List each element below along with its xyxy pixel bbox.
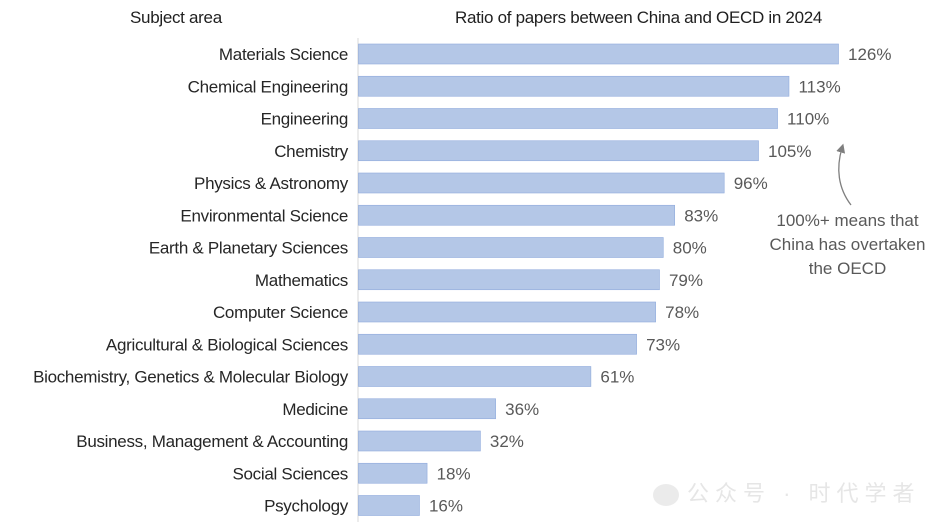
value-label: 110% <box>787 110 829 129</box>
value-label: 18% <box>437 464 471 483</box>
value-label: 113% <box>798 77 840 96</box>
annotation-note: 100%+ means that China has overtaken the… <box>769 211 926 278</box>
value-label: 73% <box>646 335 680 354</box>
bar <box>358 430 481 452</box>
wechat-icon <box>653 484 679 507</box>
category-label: Business, Management & Accounting <box>76 432 348 451</box>
value-label: 105% <box>768 142 811 161</box>
watermark: 公众号 · 时代学者 <box>653 476 921 508</box>
bar <box>358 75 790 97</box>
bar <box>358 333 637 355</box>
value-label: 80% <box>673 239 707 258</box>
value-label: 79% <box>669 271 703 290</box>
category-label: Medicine <box>282 400 348 419</box>
value-label: 36% <box>505 400 539 419</box>
category-label: Biochemistry, Genetics & Molecular Biolo… <box>33 368 349 387</box>
value-label: 16% <box>429 497 463 516</box>
category-label: Social Sciences <box>232 464 348 483</box>
bar <box>358 366 592 387</box>
value-label: 32% <box>490 432 524 451</box>
value-label: 96% <box>734 174 768 193</box>
bar <box>358 172 725 194</box>
watermark-text: 公众号 · 时代学者 <box>687 481 921 506</box>
category-label: Computer Science <box>213 303 348 322</box>
category-label: Physics & Astronomy <box>194 174 349 193</box>
category-label: Agricultural & Biological Sciences <box>106 335 348 354</box>
bar <box>358 140 759 162</box>
category-label: Mathematics <box>255 271 348 290</box>
bar <box>358 495 420 516</box>
category-label: Engineering <box>261 110 348 129</box>
value-label: 61% <box>600 368 634 387</box>
bar <box>358 398 496 420</box>
bar <box>358 301 656 323</box>
bar <box>358 269 660 291</box>
bars-group: Materials Science 126% Chemical Engineerin… <box>33 43 891 516</box>
category-label: Chemistry <box>274 142 349 161</box>
category-label: Environmental Science <box>180 206 348 225</box>
bar <box>358 204 675 226</box>
value-label: 126% <box>848 45 891 64</box>
value-label: 83% <box>684 206 718 225</box>
chart-title: Ratio of papers between China and OECD i… <box>455 8 823 27</box>
bar <box>358 237 664 258</box>
bar <box>358 43 839 65</box>
bar <box>358 462 428 484</box>
category-label: Materials Science <box>219 45 348 64</box>
category-label: Earth & Planetary Sciences <box>149 239 348 258</box>
value-label: 78% <box>665 303 699 322</box>
bar <box>358 108 778 129</box>
category-label: Chemical Engineering <box>188 77 348 96</box>
category-label: Psychology <box>264 497 349 516</box>
annotation-arrow <box>836 143 852 206</box>
subject-area-header: Subject area <box>130 8 222 27</box>
